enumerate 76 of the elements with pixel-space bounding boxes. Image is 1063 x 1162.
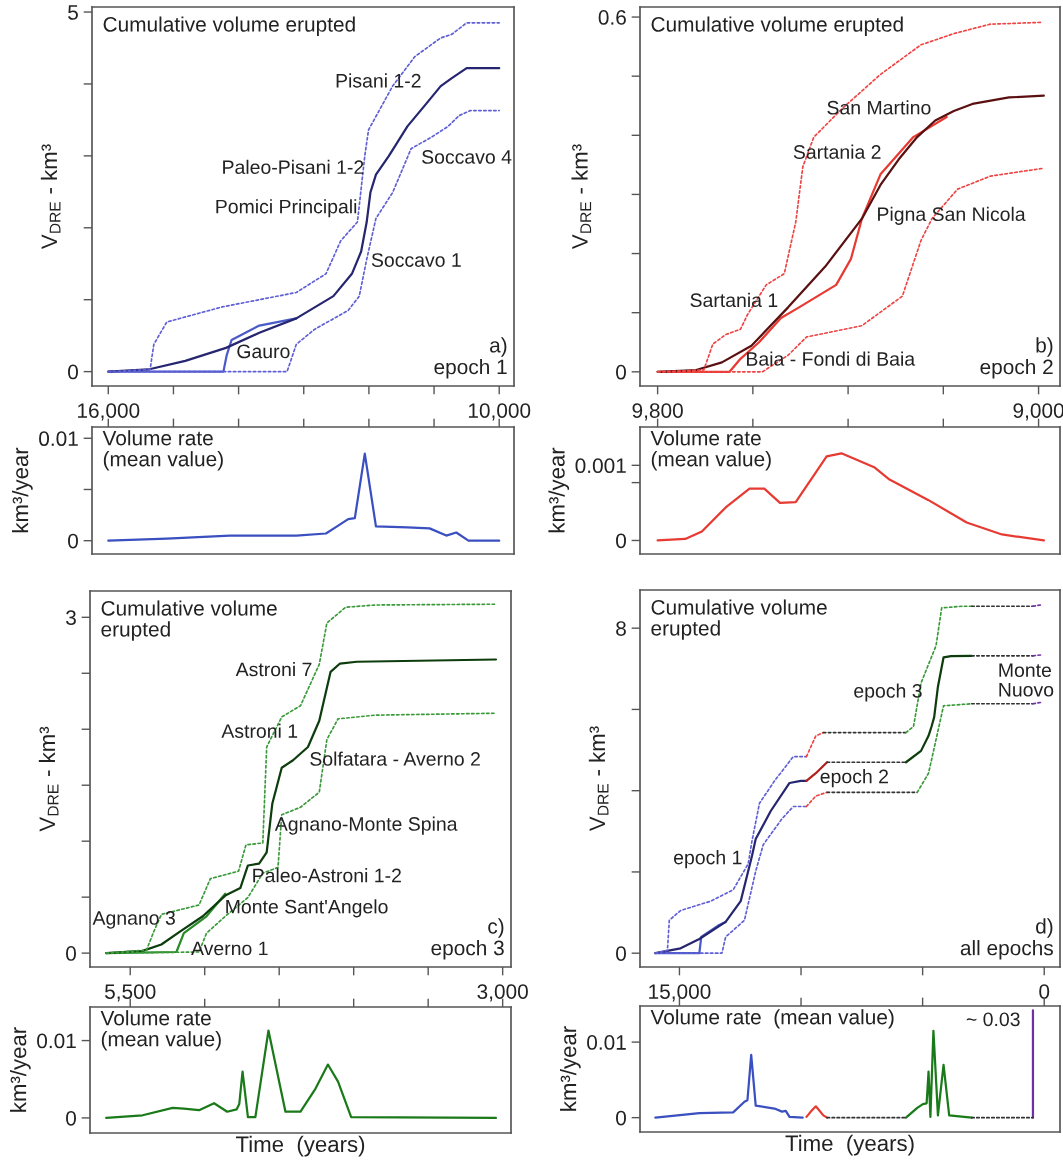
text: Volume rate (mean value) <box>100 1010 221 1051</box>
y-tick-label: 0 <box>68 364 78 380</box>
annotation: Sartania 1 <box>690 292 778 308</box>
y-tick-label: 0 <box>616 1110 626 1126</box>
y-axis-title: km³/year <box>548 447 570 533</box>
annotation: Pomici Principali <box>216 199 357 218</box>
x-tick-label: 5,500 <box>104 984 156 1002</box>
annotation: Sartania 2 <box>793 144 881 159</box>
x-tick-label: 9,800 <box>632 403 683 421</box>
annotation: Astroni 1 <box>221 723 298 738</box>
y-tick-label: 0 <box>66 946 76 961</box>
y-tick-label: 8 <box>616 621 626 636</box>
annotation: c) epoch 3 <box>431 918 504 960</box>
line-series <box>654 1053 804 1119</box>
annotation: Averno 1 <box>191 941 268 956</box>
x-axis-title: Time (years) <box>785 1134 914 1156</box>
x-tick-label: 15,000 <box>649 984 711 1002</box>
text: Cumulative volume erupted <box>101 600 277 641</box>
annotation: epoch 2 <box>820 769 888 788</box>
chart-title: Cumulative volume erupted <box>103 16 355 36</box>
annotation: Pigna San Nicola <box>878 206 1026 225</box>
annotation: ~ 0.03 <box>966 1012 1020 1027</box>
annotation: Soccavo 4 <box>422 150 512 164</box>
x-axis-title: Time (years) <box>235 1135 365 1157</box>
annotation: Baia - Fondi di Baia <box>747 351 916 366</box>
annotation: Gauro <box>237 344 290 359</box>
y-axis-title: km³/year <box>559 1026 581 1111</box>
annotation: Pisani 1-2 <box>336 73 421 88</box>
text: Volume rate (mean value) <box>650 430 771 471</box>
annotation: San Martino <box>827 100 931 115</box>
annotation: Monte Sant'Angelo <box>226 899 388 918</box>
annotation: Solfatara - Averno 2 <box>310 751 480 766</box>
annotation: Agnano-Monte Spina <box>274 816 458 835</box>
x-tick-label: 3,000 <box>477 984 528 1002</box>
y-tick-label: 0 <box>616 533 626 549</box>
x-tick-label: 0 <box>1039 984 1050 999</box>
line-series <box>905 605 973 734</box>
annotation: Soccavo 1 <box>371 253 461 267</box>
y-tick-label: 3 <box>66 610 76 626</box>
y-axis-title: km³/year <box>11 447 33 533</box>
annotation: epoch 3 <box>854 683 922 702</box>
annotation: Paleo-Astroni 1-2 <box>253 868 401 883</box>
x-tick-label: 9,000 <box>1013 403 1063 421</box>
y-tick-label: 0 <box>616 364 626 380</box>
annotation: epoch 1 <box>674 850 742 869</box>
annotation: Agnano 3 <box>92 911 175 929</box>
annotation: d) all epochs <box>960 918 1053 960</box>
line-series <box>805 1105 829 1119</box>
annotation: b) epoch 2 <box>980 337 1053 379</box>
x-tick-label: 10,000 <box>468 403 531 421</box>
y-tick-label: 0.01 <box>37 1033 76 1049</box>
line-series <box>904 654 973 764</box>
annotation: a) epoch 1 <box>434 337 507 379</box>
y-tick-label: 0.001 <box>575 458 626 474</box>
y-tick-label: 0 <box>616 946 626 961</box>
text: Cumulative volume erupted <box>651 599 827 640</box>
x-tick-label: 16,000 <box>78 403 140 421</box>
y-tick-label: 0.01 <box>587 1035 626 1050</box>
chart-title: Volume rate (mean value) <box>650 1009 894 1029</box>
y-axis-title: km³/year <box>9 1027 31 1112</box>
annotation: Paleo-Pisani 1-2 <box>223 159 364 175</box>
annotation: Monte Nuovo <box>999 663 1054 697</box>
y-tick-label: 0.01 <box>39 431 78 447</box>
chart-title: Cumulative volume erupted <box>651 16 903 36</box>
y-tick-label: 0.6 <box>598 10 626 25</box>
y-axis-title: V$_{DRE}$ - km³ <box>38 726 59 832</box>
line-series <box>904 1029 973 1119</box>
annotation: Astroni 7 <box>235 662 312 677</box>
text: Volume rate (mean value) <box>102 430 223 471</box>
y-axis-title: V$_{DRE}$ - km³ <box>40 144 61 250</box>
line-series <box>916 702 973 794</box>
y-tick-label: 0 <box>66 1110 76 1126</box>
y-tick-label: 5 <box>68 5 78 20</box>
y-tick-label: 0 <box>68 533 78 549</box>
y-axis-title: V$_{DRE}$ - km³ <box>588 726 609 832</box>
y-axis-title: V$_{DRE}$ - km³ <box>571 144 592 250</box>
